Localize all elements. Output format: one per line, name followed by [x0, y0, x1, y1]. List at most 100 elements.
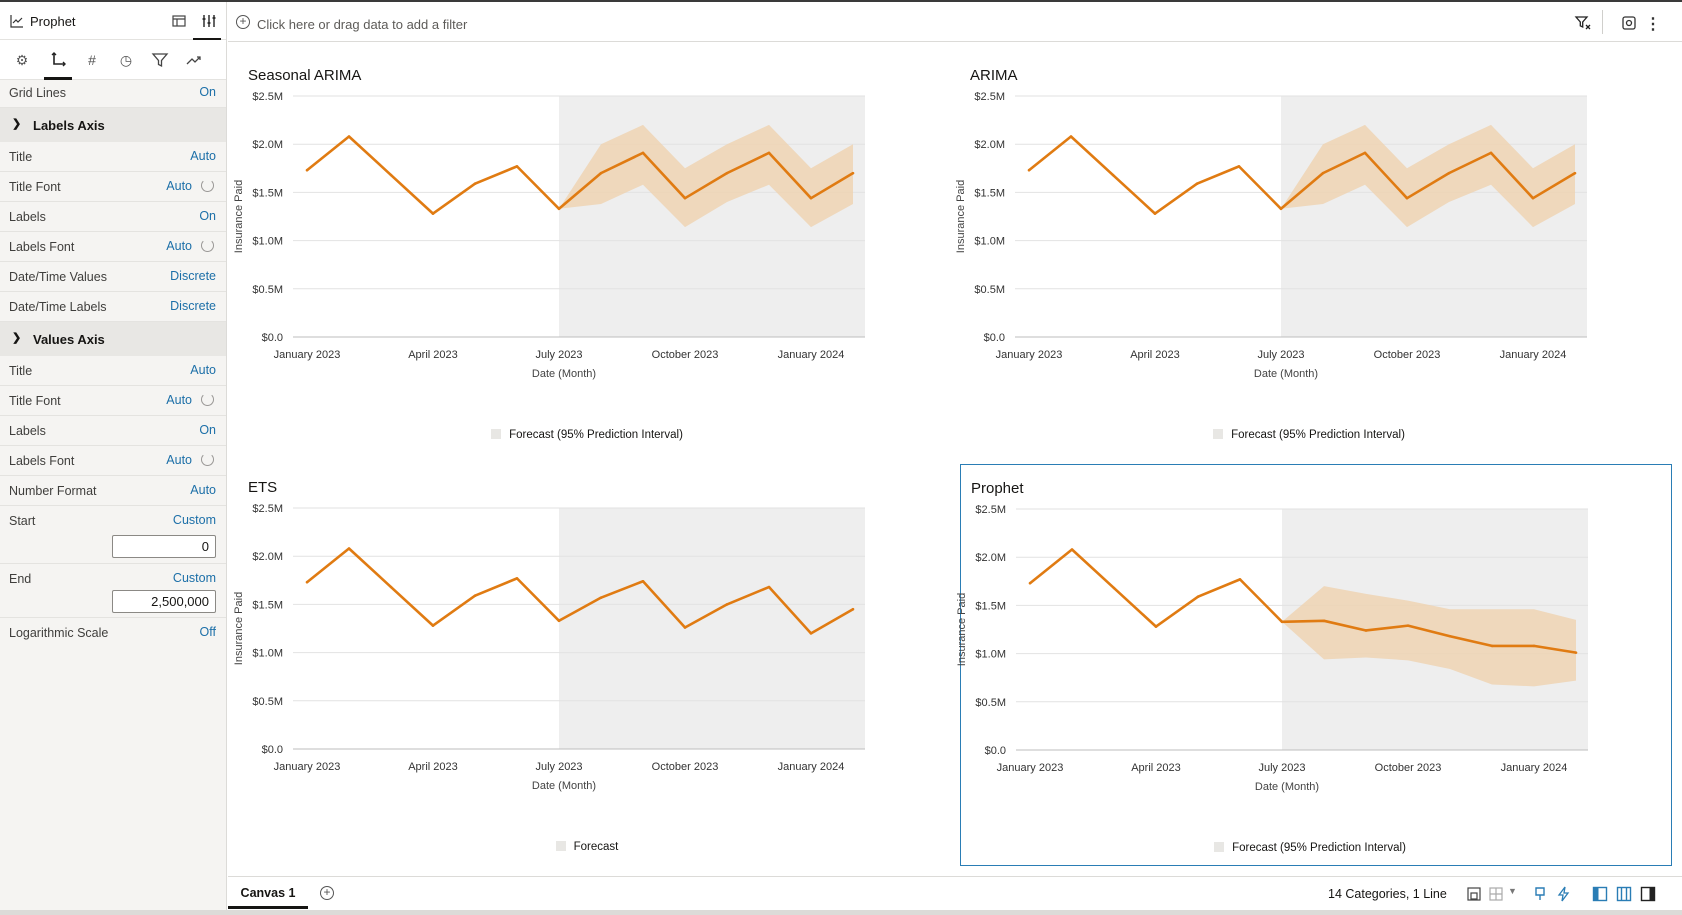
property-row[interactable]: Labels On — [0, 416, 226, 446]
number-format-icon[interactable]: # — [88, 52, 96, 68]
pin-icon[interactable] — [1532, 886, 1548, 902]
data-point — [431, 624, 435, 627]
chart-svg: $2.5M $2.0M $1.5M $1.0M $0.5M $0.0 January 202… — [233, 503, 865, 792]
chart-title: Prophet — [971, 480, 1024, 497]
property-row[interactable]: Logarithmic Scale Off — [0, 618, 226, 648]
analytics-trend-icon[interactable] — [184, 50, 204, 70]
right-panel-toggle-icon[interactable] — [1640, 886, 1656, 902]
y-tick-label: $1.5M — [974, 187, 1005, 199]
property-value[interactable]: Auto — [166, 239, 192, 253]
x-tick-label: January 2024 — [778, 349, 845, 361]
data-point — [1238, 578, 1242, 581]
property-row[interactable]: Title Font Auto — [0, 386, 226, 416]
property-label: Title Font — [9, 180, 61, 194]
auto-insights-icon[interactable] — [1620, 14, 1638, 32]
property-value[interactable]: Off — [199, 625, 216, 639]
property-row[interactable]: Labels On — [0, 202, 226, 232]
canvas-tab[interactable]: Canvas 1 — [228, 877, 308, 909]
end-value-input[interactable]: 2,500,000 — [112, 590, 216, 613]
grid-layout-icon[interactable] — [1488, 886, 1504, 902]
legend-swatch — [1213, 429, 1224, 439]
layout-icon[interactable] — [1466, 886, 1482, 902]
property-label: Number Format — [9, 484, 97, 498]
filter-bar[interactable]: + Click here or drag data to add a filte… — [228, 2, 1682, 42]
chart-legend[interactable]: Forecast (95% Prediction Interval) — [951, 842, 1669, 854]
add-filter-icon[interactable]: + — [236, 15, 250, 29]
property-value[interactable]: On — [199, 85, 216, 99]
filter-placeholder[interactable]: Click here or drag data to add a filter — [257, 17, 468, 32]
general-settings-icon[interactable]: ⚙ — [15, 52, 29, 68]
labels-axis-section-header[interactable]: ❯ Labels Axis — [0, 108, 226, 142]
property-grid-lines[interactable]: Grid Lines On — [0, 80, 226, 108]
x-tick-label: July 2023 — [535, 349, 582, 361]
center-panel-toggle-icon[interactable] — [1616, 886, 1632, 902]
reset-icon[interactable] — [201, 393, 214, 406]
data-point — [1406, 624, 1410, 627]
property-row-start[interactable]: Start Custom 0 — [0, 506, 226, 564]
data-summary: 14 Categories, 1 Line — [1328, 887, 1447, 901]
property-value[interactable]: On — [199, 423, 216, 437]
property-value[interactable]: Auto — [190, 483, 216, 497]
data-point — [851, 607, 855, 611]
reset-icon[interactable] — [201, 179, 214, 192]
grammar-panel-icon[interactable] — [200, 12, 218, 30]
axis-tab-icon[interactable] — [48, 50, 68, 70]
property-row[interactable]: Title Auto — [0, 142, 226, 172]
horizontal-scrollbar[interactable] — [0, 910, 1682, 915]
property-value[interactable]: Custom — [172, 571, 216, 585]
filter-toggle-icon[interactable] — [1574, 14, 1592, 32]
data-point — [1447, 171, 1451, 175]
property-value[interactable]: Auto — [190, 149, 216, 163]
start-value-input[interactable]: 0 — [112, 535, 216, 558]
property-row[interactable]: Labels Font Auto — [0, 446, 226, 476]
property-value[interactable]: Auto — [166, 453, 192, 467]
data-point — [1280, 620, 1284, 624]
series-line — [1029, 548, 1577, 654]
property-row[interactable]: Labels Font Auto — [0, 232, 226, 262]
clock-icon[interactable]: ◷ — [119, 52, 133, 68]
chevron-down-icon[interactable]: ▼ — [1508, 886, 1517, 896]
properties-header: Prophet — [0, 2, 226, 41]
property-row[interactable]: Number Format Auto — [0, 476, 226, 506]
reset-icon[interactable] — [201, 239, 214, 252]
chart-legend[interactable]: Forecast (95% Prediction Interval) — [950, 429, 1668, 441]
property-value[interactable]: Custom — [172, 513, 216, 527]
data-point — [1028, 581, 1032, 585]
property-value[interactable]: Auto — [166, 179, 192, 193]
add-canvas-icon[interactable]: + — [320, 886, 334, 900]
property-row[interactable]: Title Auto — [0, 356, 226, 386]
properties-tabs: ⚙ # ◷ — [0, 40, 226, 80]
y-tick-label: $2.5M — [252, 503, 283, 515]
values-axis-section-header[interactable]: ❯ Values Axis — [0, 322, 226, 356]
x-tick-label: April 2023 — [1130, 349, 1180, 361]
series-line — [1028, 135, 1576, 215]
data-point — [389, 585, 393, 589]
chart-panel-seasonal-arima[interactable]: Seasonal ARIMA $2.5M $2.0M $1.5M $1.0M $0.5M… — [228, 47, 946, 452]
property-value[interactable]: Discrete — [170, 299, 216, 313]
property-value[interactable]: Auto — [166, 393, 192, 407]
chart-legend[interactable]: Forecast — [228, 841, 946, 853]
data-point — [809, 632, 813, 635]
chart-panel-prophet[interactable]: Prophet $2.5M $2.0M $1.5M $1.0M $0.5M $0.0 Jan… — [956, 464, 1672, 866]
data-panel-icon[interactable] — [170, 12, 188, 30]
chart-panel-arima[interactable]: ARIMA $2.5M $2.0M $1.5M $1.0M $0.5M $0.0 Janua… — [950, 47, 1668, 452]
filter-tab-icon[interactable] — [150, 50, 170, 70]
chart-panel-ets[interactable]: ETS $2.5M $2.0M $1.5M $1.0M $0.5M $0.0 January… — [228, 459, 946, 864]
reset-icon[interactable] — [201, 453, 214, 466]
property-row[interactable]: Title Font Auto — [0, 172, 226, 202]
left-panel-toggle-icon[interactable] — [1592, 886, 1608, 902]
forecast-region — [559, 508, 865, 749]
property-row-end[interactable]: End Custom 2,500,000 — [0, 564, 226, 618]
lightning-icon[interactable] — [1556, 886, 1572, 902]
chart-legend[interactable]: Forecast (95% Prediction Interval) — [228, 429, 946, 441]
property-value[interactable]: On — [199, 209, 216, 223]
property-value[interactable]: Auto — [190, 363, 216, 377]
data-point — [1573, 171, 1577, 175]
x-tick-label: July 2023 — [535, 761, 582, 773]
property-row[interactable]: Date/Time Labels Discrete — [0, 292, 226, 322]
more-options-icon[interactable]: ⋮ — [1645, 16, 1661, 33]
legend-swatch — [555, 841, 566, 851]
property-value[interactable]: Discrete — [170, 269, 216, 283]
property-row[interactable]: Date/Time Values Discrete — [0, 262, 226, 292]
y-tick-label: $1.0M — [252, 648, 283, 660]
